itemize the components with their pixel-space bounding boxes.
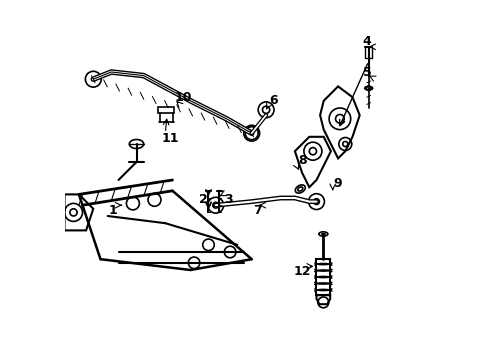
Text: 5: 5 xyxy=(362,66,370,78)
Text: 9: 9 xyxy=(333,177,342,190)
Polygon shape xyxy=(316,295,329,304)
Text: 2: 2 xyxy=(198,193,207,206)
Text: 10: 10 xyxy=(174,91,192,104)
Text: 6: 6 xyxy=(268,94,277,107)
Text: 7: 7 xyxy=(252,204,261,217)
Bar xyxy=(158,107,174,113)
Text: 11: 11 xyxy=(162,132,179,145)
Polygon shape xyxy=(320,86,359,158)
Text: 8: 8 xyxy=(297,154,306,167)
Text: 12: 12 xyxy=(293,265,310,278)
Bar xyxy=(316,259,329,295)
Polygon shape xyxy=(64,194,93,230)
Text: 1: 1 xyxy=(108,204,117,217)
Polygon shape xyxy=(294,137,330,187)
Text: 4: 4 xyxy=(362,35,370,48)
Polygon shape xyxy=(79,180,172,205)
Text: 3: 3 xyxy=(224,193,232,206)
